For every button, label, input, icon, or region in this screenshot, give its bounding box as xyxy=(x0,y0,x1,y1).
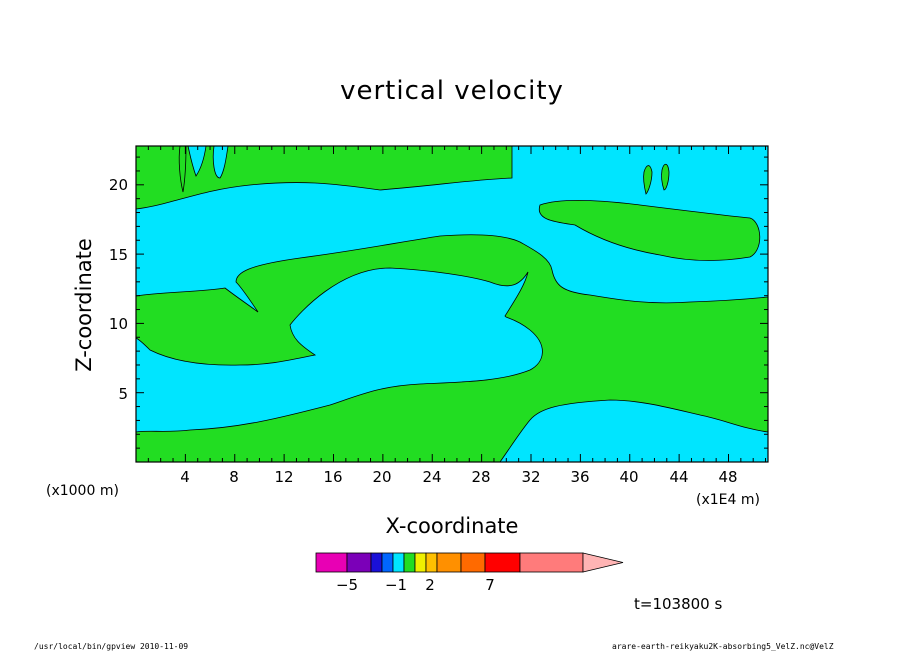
colorbar-extension-arrow xyxy=(582,552,624,573)
colorbar-swatch xyxy=(381,552,394,573)
colorbar-swatch xyxy=(460,552,486,573)
x-tick-label: 28 xyxy=(471,468,491,486)
x-tick-label: 48 xyxy=(718,468,738,486)
positive-velocity-region xyxy=(178,145,187,193)
x-tick-label: 36 xyxy=(570,468,590,486)
colorbar-swatch xyxy=(403,552,416,573)
x-tick-label: 44 xyxy=(669,468,689,486)
colorbar-swatch xyxy=(370,552,383,573)
colorbar-label: −1 xyxy=(384,576,408,594)
colorbar-swatch xyxy=(392,552,405,573)
positive-velocity-region xyxy=(643,165,653,195)
x-tick-label: 12 xyxy=(274,468,294,486)
footer-file: arare-earth-reikyaku2K-absorbing5_VelZ.n… xyxy=(612,642,834,651)
plot-frame xyxy=(135,145,769,463)
colorbar-swatch xyxy=(425,552,438,573)
colorbar-swatch xyxy=(414,552,427,573)
positive-velocity-region xyxy=(661,163,670,191)
colorbar-label: −5 xyxy=(335,576,359,594)
x-tick-label: 24 xyxy=(422,468,442,486)
x-tick-label: 40 xyxy=(619,468,639,486)
chart-title: vertical velocity xyxy=(340,76,564,106)
x-tick-label: 20 xyxy=(372,468,392,486)
x-tick-label: 4 xyxy=(180,468,190,486)
y-tick-label: 20 xyxy=(108,176,128,194)
positive-velocity-region xyxy=(538,200,761,261)
colorbar-swatch xyxy=(519,552,584,573)
x-tick-label: 16 xyxy=(323,468,343,486)
x-tick-label: 32 xyxy=(521,468,541,486)
colorbar-swatch xyxy=(346,552,372,573)
x-unit-scale-left: (x1000 m) xyxy=(46,483,119,499)
colorbar-label: 2 xyxy=(425,576,435,594)
colorbar-swatch xyxy=(484,552,521,573)
colorbar-swatch xyxy=(315,552,348,573)
y-tick-label: 15 xyxy=(108,246,128,264)
x-axis-label: X-coordinate xyxy=(385,514,519,538)
colorbar-swatch xyxy=(436,552,462,573)
time-label: t=103800 s xyxy=(634,595,723,613)
x-unit-scale-right: (x1E4 m) xyxy=(696,492,760,508)
y-tick-label: 10 xyxy=(108,315,128,333)
x-tick-label: 8 xyxy=(229,468,239,486)
y-tick-label: 5 xyxy=(118,385,128,403)
footer-command: /usr/local/bin/gpview 2010-11-09 xyxy=(34,642,189,651)
colorbar-label: 7 xyxy=(485,576,495,594)
